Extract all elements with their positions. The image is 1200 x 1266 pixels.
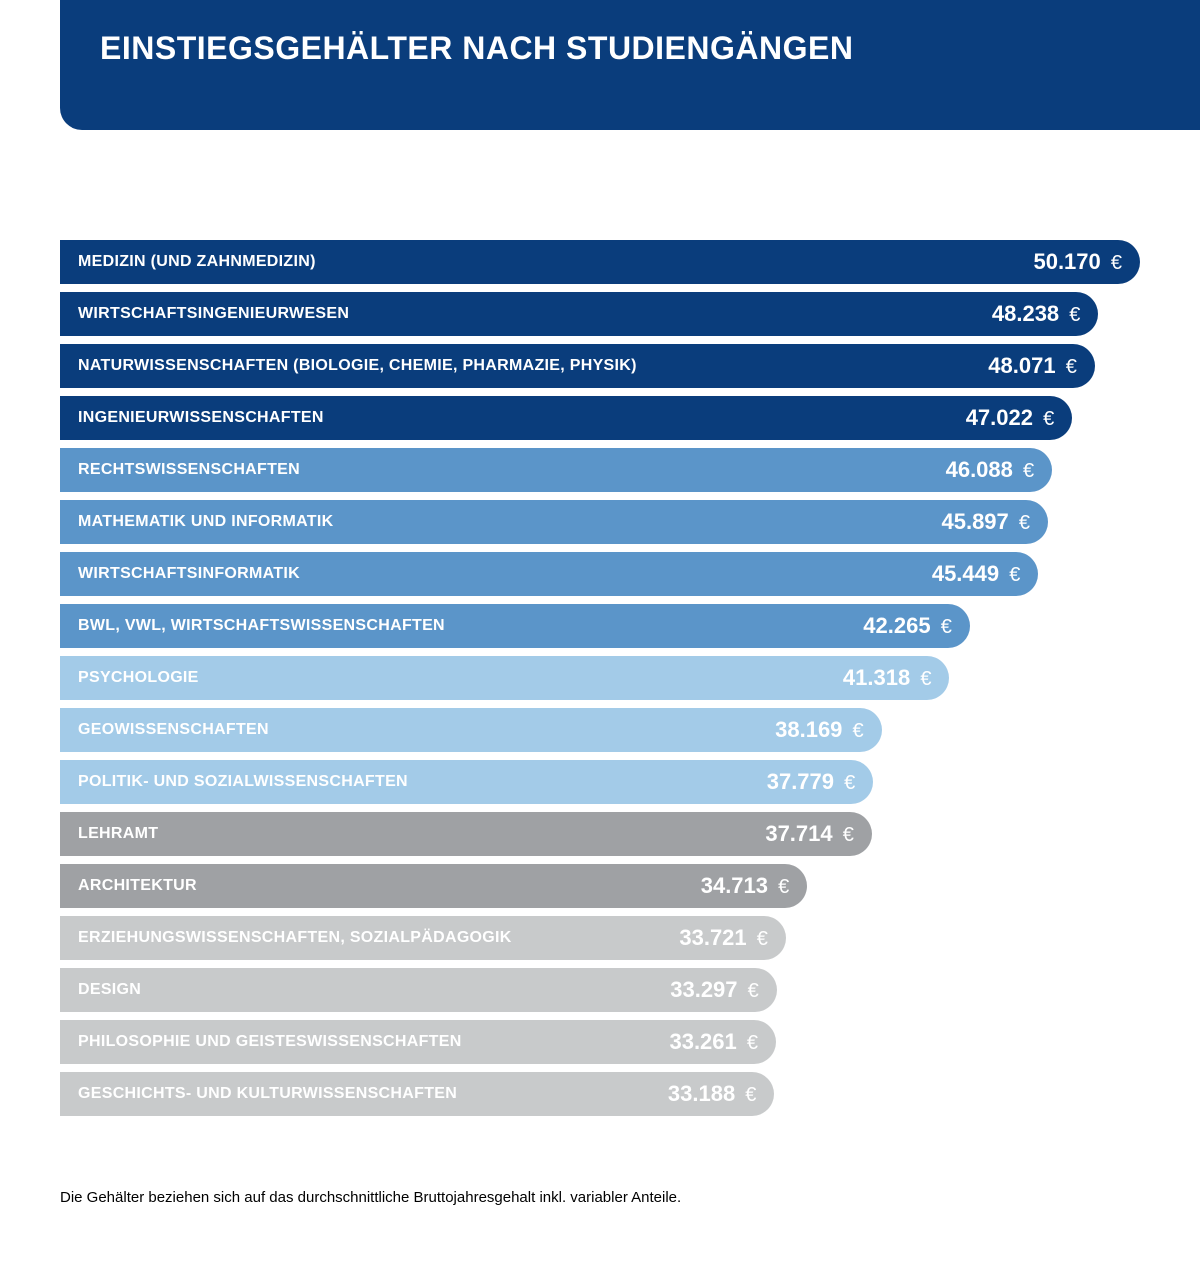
bar-label: LEHRAMT (78, 825, 158, 843)
bar-label: BWL, VWL, WIRTSCHAFTSWISSENSCHAFTEN (78, 617, 445, 635)
bar-row: MATHEMATIK UND INFORMATIK 45.897 € (60, 500, 1140, 544)
bar-label: DESIGN (78, 981, 141, 999)
bar-row: GESCHICHTS- UND KULTURWISSENSCHAFTEN 33.1… (60, 1072, 1140, 1116)
bar-value: 50.170 € (1033, 249, 1122, 275)
bar-row: INGENIEURWISSENSCHAFTEN 47.022 € (60, 396, 1140, 440)
bar: RECHTSWISSENSCHAFTEN 46.088 € (60, 448, 1052, 492)
bar: MATHEMATIK UND INFORMATIK 45.897 € (60, 500, 1048, 544)
footnote-text: Die Gehälter beziehen sich auf das durch… (60, 1189, 681, 1206)
bar-value: 45.449 € (932, 561, 1021, 587)
bar-row: WIRTSCHAFTSINGENIEURWESEN 48.238 € (60, 292, 1140, 336)
bar: PSYCHOLOGIE 41.318 € (60, 656, 949, 700)
bar-label: MEDIZIN (UND ZAHNMEDIZIN) (78, 253, 316, 271)
bar: GESCHICHTS- UND KULTURWISSENSCHAFTEN 33.1… (60, 1072, 774, 1116)
bar: MEDIZIN (UND ZAHNMEDIZIN) 50.170 € (60, 240, 1140, 284)
bar-label: WIRTSCHAFTSINFORMATIK (78, 565, 300, 583)
bar-label: POLITIK- UND SOZIALWISSENSCHAFTEN (78, 773, 408, 791)
bar-row: GEOWISSENSCHAFTEN 38.169 € (60, 708, 1140, 752)
bar: DESIGN 33.297 € (60, 968, 777, 1012)
bar-value: 48.071 € (988, 353, 1077, 379)
bar-value: 48.238 € (992, 301, 1081, 327)
bar-row: DESIGN 33.297 € (60, 968, 1140, 1012)
bar-label: ARCHITEKTUR (78, 877, 197, 895)
bar-row: LEHRAMT 37.714 € (60, 812, 1140, 856)
bar-value: 38.169 € (775, 717, 864, 743)
bar-label: PSYCHOLOGIE (78, 669, 199, 687)
bar: INGENIEURWISSENSCHAFTEN 47.022 € (60, 396, 1072, 440)
bar-row: NATURWISSENSCHAFTEN (BIOLOGIE, CHEMIE, P… (60, 344, 1140, 388)
bar: BWL, VWL, WIRTSCHAFTSWISSENSCHAFTEN 42.26… (60, 604, 970, 648)
bar-value: 33.297 € (670, 977, 759, 1003)
bar-label: RECHTSWISSENSCHAFTEN (78, 461, 300, 479)
bar-label: INGENIEURWISSENSCHAFTEN (78, 409, 324, 427)
bar-row: WIRTSCHAFTSINFORMATIK 45.449 € (60, 552, 1140, 596)
page-title: EINSTIEGSGEHÄLTER NACH STUDIENGÄNGEN (100, 30, 853, 67)
bar-row: RECHTSWISSENSCHAFTEN 46.088 € (60, 448, 1140, 492)
bar: GEOWISSENSCHAFTEN 38.169 € (60, 708, 882, 752)
bar: POLITIK- UND SOZIALWISSENSCHAFTEN 37.779 … (60, 760, 873, 804)
bar: WIRTSCHAFTSINFORMATIK 45.449 € (60, 552, 1038, 596)
bar-value: 47.022 € (966, 405, 1055, 431)
bar-row: MEDIZIN (UND ZAHNMEDIZIN) 50.170 € (60, 240, 1140, 284)
bar-value: 33.188 € (668, 1081, 757, 1107)
bar-value: 37.714 € (765, 821, 854, 847)
bar-value: 42.265 € (863, 613, 952, 639)
bar-value: 41.318 € (843, 665, 932, 691)
bar: ERZIEHUNGSWISSENSCHAFTEN, SOZIALPÄDAGOGI… (60, 916, 786, 960)
bar-value: 37.779 € (767, 769, 856, 795)
bar-value: 34.713 € (701, 873, 790, 899)
bar: WIRTSCHAFTSINGENIEURWESEN 48.238 € (60, 292, 1098, 336)
bar-value: 45.897 € (941, 509, 1030, 535)
bar-label: GESCHICHTS- UND KULTURWISSENSCHAFTEN (78, 1085, 457, 1103)
bar-label: NATURWISSENSCHAFTEN (BIOLOGIE, CHEMIE, P… (78, 357, 637, 375)
bar-label: GEOWISSENSCHAFTEN (78, 721, 269, 739)
bar-label: PHILOSOPHIE UND GEISTESWISSENSCHAFTEN (78, 1033, 462, 1051)
bar-row: PHILOSOPHIE UND GEISTESWISSENSCHAFTEN 33.… (60, 1020, 1140, 1064)
bar-label: WIRTSCHAFTSINGENIEURWESEN (78, 305, 349, 323)
bar-value: 33.261 € (669, 1029, 758, 1055)
salary-bar-chart: MEDIZIN (UND ZAHNMEDIZIN) 50.170 € WIRTSCH… (60, 240, 1140, 1116)
bar: LEHRAMT 37.714 € (60, 812, 872, 856)
bar: ARCHITEKTUR 34.713 € (60, 864, 807, 908)
bar-row: ERZIEHUNGSWISSENSCHAFTEN, SOZIALPÄDAGOGI… (60, 916, 1140, 960)
bar-row: PSYCHOLOGIE 41.318 € (60, 656, 1140, 700)
bar-row: ARCHITEKTUR 34.713 € (60, 864, 1140, 908)
bar: NATURWISSENSCHAFTEN (BIOLOGIE, CHEMIE, P… (60, 344, 1095, 388)
bar-label: ERZIEHUNGSWISSENSCHAFTEN, SOZIALPÄDAGOGI… (78, 929, 512, 947)
bar-label: MATHEMATIK UND INFORMATIK (78, 513, 333, 531)
bar: PHILOSOPHIE UND GEISTESWISSENSCHAFTEN 33.… (60, 1020, 776, 1064)
bar-value: 46.088 € (946, 457, 1035, 483)
bar-row: POLITIK- UND SOZIALWISSENSCHAFTEN 37.779 … (60, 760, 1140, 804)
bar-value: 33.721 € (679, 925, 768, 951)
header-bar: EINSTIEGSGEHÄLTER NACH STUDIENGÄNGEN (60, 0, 1200, 130)
bar-row: BWL, VWL, WIRTSCHAFTSWISSENSCHAFTEN 42.26… (60, 604, 1140, 648)
